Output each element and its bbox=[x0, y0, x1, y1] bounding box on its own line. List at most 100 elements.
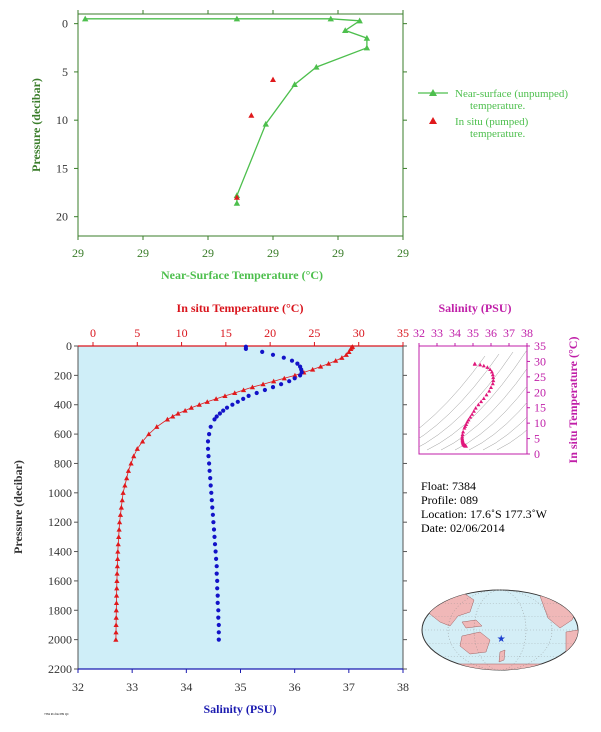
ts-temperature-tick-label: 15 bbox=[534, 401, 546, 415]
ts-top-label: Salinity (PSU) bbox=[438, 301, 511, 315]
near-surface-x-tick-label: 29 bbox=[267, 246, 279, 260]
temperature-profile-point bbox=[310, 366, 316, 372]
map-nz-land bbox=[498, 649, 506, 663]
salinity-profile-point bbox=[210, 512, 215, 517]
temperature-profile-point bbox=[281, 375, 287, 381]
ts-point bbox=[478, 362, 483, 367]
ts-temperature-tick-label: 20 bbox=[534, 385, 546, 399]
ts-density-contour bbox=[454, 385, 527, 451]
salinity-profile-point bbox=[270, 352, 276, 357]
temperature-profile-point bbox=[348, 346, 354, 352]
temperature-profile-point bbox=[164, 416, 170, 422]
temperature-profile-point bbox=[113, 622, 119, 628]
salinity-profile-point bbox=[211, 527, 217, 532]
profile-pressure-tick-label: 1400 bbox=[48, 545, 72, 559]
salinity-profile-point bbox=[217, 411, 222, 416]
salinity-profile-point bbox=[270, 385, 276, 390]
salinity-profile-point bbox=[211, 520, 216, 525]
profile-pressure-tick-label: 1800 bbox=[48, 603, 72, 617]
temperature-profile-point bbox=[114, 578, 120, 583]
profile-pressure-tick-label: 2200 bbox=[48, 662, 72, 676]
profile-salinity-tick-label: 32 bbox=[72, 680, 84, 694]
ts-point bbox=[468, 414, 473, 419]
ts-point bbox=[476, 402, 481, 407]
profile-pressure-tick-label: 400 bbox=[54, 398, 72, 412]
ts-temperature-tick-label: 0 bbox=[534, 447, 540, 461]
temperature-profile-point bbox=[114, 570, 120, 576]
ts-density-contour bbox=[468, 402, 527, 451]
salinity-profile-point bbox=[298, 373, 303, 378]
ts-density-contour bbox=[419, 355, 486, 429]
profile-temperature-tick-label: 25 bbox=[308, 326, 320, 340]
ts-density-contour bbox=[496, 429, 527, 451]
ts-salinity-tick-label: 38 bbox=[521, 326, 533, 340]
profile-temperature-tick-label: 10 bbox=[176, 326, 188, 340]
near-surface-unpumped-point bbox=[233, 199, 241, 206]
ts-salinity-tick-label: 32 bbox=[413, 326, 425, 340]
salinity-profile-point bbox=[214, 556, 219, 562]
salinity-profile-point bbox=[289, 358, 295, 363]
profile-pressure-tick-label: 200 bbox=[54, 368, 72, 382]
temperature-profile-point bbox=[134, 446, 140, 451]
ts-density-contour bbox=[482, 416, 527, 451]
near-surface-unpumped-point bbox=[262, 120, 269, 127]
temperature-profile-point bbox=[124, 475, 130, 481]
temperature-profile-point bbox=[292, 372, 298, 378]
legend-unpumped-marker bbox=[429, 89, 437, 96]
salinity-profile-point bbox=[279, 382, 284, 387]
salinity-profile-point bbox=[246, 393, 251, 398]
near-surface-unpumped-point bbox=[233, 15, 241, 22]
legend-pumped-label: In situ (pumped) temperature. bbox=[455, 116, 529, 140]
salinity-profile-point bbox=[209, 490, 214, 495]
profile-pressure-tick-label: 0 bbox=[66, 339, 72, 353]
salinity-profile-point bbox=[210, 505, 215, 510]
ts-salinity-tick-label: 34 bbox=[449, 326, 461, 340]
temperature-profile-point bbox=[204, 399, 210, 404]
salinity-profile-point bbox=[215, 578, 220, 584]
temperature-profile-point bbox=[128, 460, 134, 466]
profile-pressure-tick-label: 2000 bbox=[48, 633, 72, 647]
ts-point bbox=[488, 367, 493, 372]
near-surface-unpumped-point bbox=[327, 15, 334, 22]
salinity-profile-point bbox=[207, 432, 212, 437]
ts-plot-area bbox=[418, 345, 528, 455]
salinity-profile-point bbox=[212, 542, 218, 547]
near-surface-plot-area bbox=[77, 13, 404, 237]
profile-temperature-tick-label: 35 bbox=[397, 326, 409, 340]
float-location-star: ★ bbox=[497, 634, 506, 645]
ts-density-contour bbox=[419, 353, 500, 439]
temperature-profile-point bbox=[326, 361, 332, 366]
ts-salinity-tick-label: 37 bbox=[503, 326, 515, 340]
near-surface-y-label: Pressure (decibar) bbox=[29, 78, 43, 172]
temperature-profile-point bbox=[260, 381, 266, 387]
map-antarctica-land bbox=[429, 663, 571, 670]
profile-temperature-tick-label: 0 bbox=[90, 326, 96, 340]
temperature-profile-point bbox=[213, 396, 219, 401]
salinity-profile-point bbox=[209, 498, 214, 503]
ts-point bbox=[489, 369, 494, 374]
salinity-profile-point bbox=[215, 600, 220, 606]
near-surface-x-tick-label: 29 bbox=[397, 246, 409, 260]
temperature-profile-point bbox=[114, 563, 120, 569]
salinity-profile-point bbox=[208, 424, 213, 429]
salinity-profile-point bbox=[224, 405, 230, 410]
near-surface-y-tick-label: 20 bbox=[56, 210, 68, 224]
salinity-profile-point bbox=[216, 622, 221, 628]
temperature-profile-point bbox=[113, 629, 119, 635]
profile-salinity-tick-label: 35 bbox=[235, 680, 247, 694]
temperature-profile-point bbox=[343, 352, 349, 357]
ts-point bbox=[470, 412, 475, 416]
near-surface-unpumped-point bbox=[313, 63, 320, 70]
profile-salinity-tick-label: 37 bbox=[343, 680, 355, 694]
near-surface-x-label: Near-Surface Temperature (°C) bbox=[161, 268, 323, 282]
salinity-profile-point bbox=[262, 387, 267, 393]
profile-salinity-ticks: 32 33 34 35 36 37 38 bbox=[72, 669, 409, 694]
profile-date: Date: 02/06/2014 bbox=[421, 521, 505, 535]
profile-series bbox=[113, 344, 356, 642]
temperature-profile-point bbox=[113, 637, 119, 642]
profile-pressure-ticks: 0 200 400 600 800 1000 1200 1400 1600 1800 2000 220… bbox=[48, 339, 407, 676]
ts-temperature-tick-label: 10 bbox=[534, 416, 546, 430]
ts-series bbox=[460, 361, 496, 448]
